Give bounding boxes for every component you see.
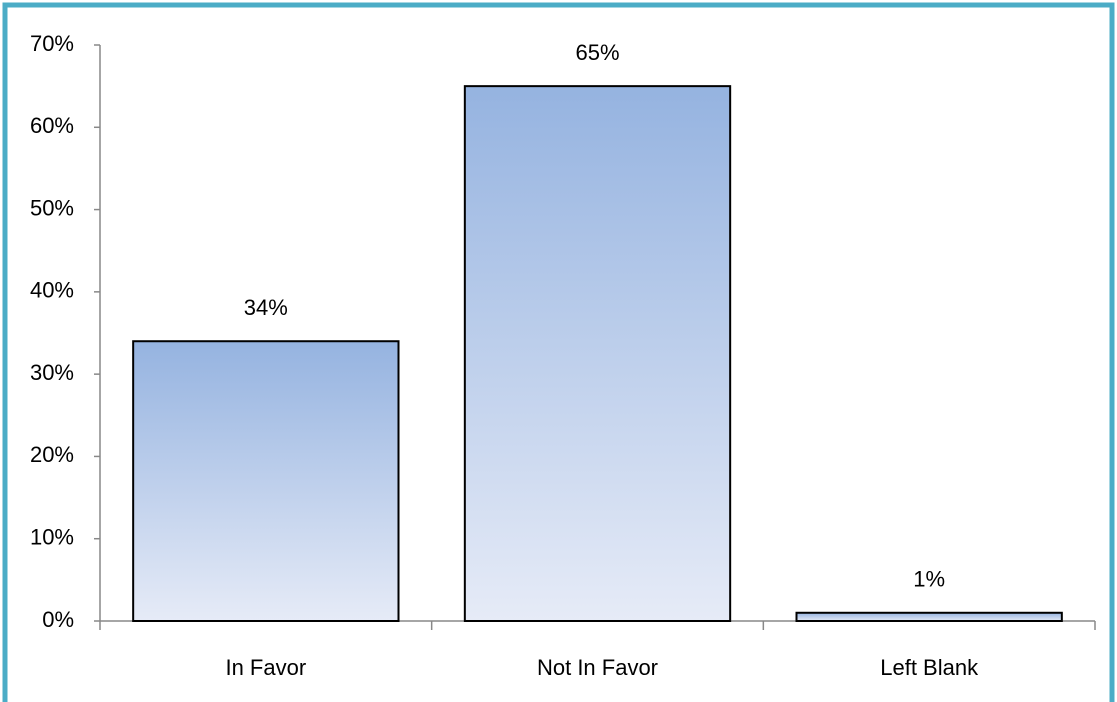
y-tick-label: 40% xyxy=(30,278,74,303)
data-label: 34% xyxy=(244,295,288,320)
y-tick-label: 70% xyxy=(30,31,74,56)
y-tick-label: 30% xyxy=(30,360,74,385)
y-tick-label: 0% xyxy=(42,607,74,632)
y-tick-label: 50% xyxy=(30,195,74,220)
bar xyxy=(795,611,1063,622)
x-tick-label: In Favor xyxy=(225,655,306,680)
bar xyxy=(132,340,400,622)
x-tick-label: Left Blank xyxy=(880,655,979,680)
data-label: 1% xyxy=(913,567,945,592)
y-tick-label: 20% xyxy=(30,442,74,467)
y-tick-label: 10% xyxy=(30,525,74,550)
y-tick-label: 60% xyxy=(30,113,74,138)
data-label: 65% xyxy=(575,40,619,65)
bar xyxy=(463,85,732,622)
x-tick-label: Not In Favor xyxy=(537,655,658,680)
